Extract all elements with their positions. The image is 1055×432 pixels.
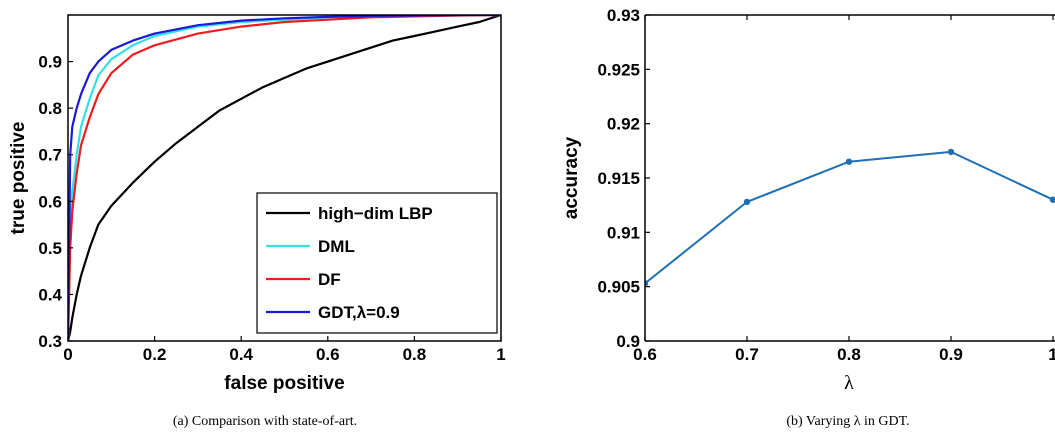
panel-a-x-tick-label: 1 xyxy=(496,345,505,364)
panel-a-legend-label: DF xyxy=(318,270,341,289)
panel-a-x-tick-label: 0.8 xyxy=(403,345,427,364)
panel-a-caption: (a) Comparison with state-of-art. xyxy=(173,414,357,429)
panel-a-legend-label: DML xyxy=(318,237,355,256)
panel-a-series-line-df xyxy=(68,15,501,341)
panel-b-y-tick-label: 0.925 xyxy=(597,60,640,79)
panel-a-y-tick-label: 0.9 xyxy=(38,53,62,72)
panel-a-x-tick-label: 0.2 xyxy=(143,345,167,364)
panel-b: 0.6 0.7 0.8 0.9 10.90.9050.910.9150.920.9250… xyxy=(561,6,1055,429)
panel-b-caption: (b) Varying λ in GDT. xyxy=(786,414,909,429)
panel-b-x-tick-label: 0.6 xyxy=(633,345,657,364)
panel-b-x-axis-label: λ xyxy=(844,372,854,394)
panel-b-y-tick-label: 0.93 xyxy=(607,6,640,25)
panel-a-x-tick-label: 0.4 xyxy=(229,345,253,364)
panel-a-y-tick-label: 0.3 xyxy=(38,332,62,351)
panel-a-y-axis-label: true positive xyxy=(8,122,29,235)
panel-a-x-tick-label: 0 xyxy=(63,345,72,364)
panel-a-x-axis-label: false positive xyxy=(224,373,344,394)
panel-a-legend-label: high−dim LBP xyxy=(318,204,433,223)
panel-b-data-point xyxy=(645,280,649,287)
panel-a-legend-label: GDT,λ=0.9 xyxy=(318,303,400,322)
panel-a-series-line-gdt-0-9 xyxy=(68,15,501,341)
panel-b-data-point xyxy=(845,158,853,165)
panel-a-series-line-high-dim-lbp xyxy=(68,15,501,341)
panel-a: 0 0.2 0.4 0.6 0.8 1 0.3 0.4 0.5 0.6 0.7 0.8 0.9 fals… xyxy=(8,14,506,429)
panel-b-y-axis-label: accuracy xyxy=(561,136,582,219)
panel-a-y-tick-label: 0.4 xyxy=(38,285,62,304)
panel-a-y-tick-label: 0.5 xyxy=(38,239,62,258)
panel-b-y-tick-label: 0.92 xyxy=(607,115,640,134)
panel-b-x-tick-label: 0.7 xyxy=(735,345,759,364)
panel-a-y-tick-label: 0.6 xyxy=(38,192,62,211)
panel-b-x-tick-label: 0.8 xyxy=(837,345,861,364)
panel-b-accuracy-line xyxy=(645,150,1054,285)
panel-b-data-point xyxy=(1049,196,1055,203)
panel-b-y-tick-label: 0.9 xyxy=(616,332,640,351)
panel-b-y-tick-label: 0.915 xyxy=(597,169,640,188)
panel-a-plot-frame xyxy=(67,14,502,342)
panel-a-x-tick-label: 0.6 xyxy=(316,345,340,364)
panel-b-y-tick-label: 0.905 xyxy=(597,278,640,297)
panel-a-legend-box xyxy=(256,192,498,334)
panel-a-legend: high−dim LBP DML DF GDT,λ=0.9 xyxy=(256,192,498,334)
panel-a-y-tick-label: 0.8 xyxy=(38,99,62,118)
panel-b-data-point xyxy=(947,148,955,156)
panel-b-x-tick-label: 0.9 xyxy=(939,345,963,364)
panel-b-data-point xyxy=(743,198,751,206)
panel-b-y-tick-label: 0.91 xyxy=(607,223,640,242)
panel-b-x-tick-label: 1 xyxy=(1048,345,1055,364)
panel-a-y-tick-label: 0.7 xyxy=(38,146,62,165)
